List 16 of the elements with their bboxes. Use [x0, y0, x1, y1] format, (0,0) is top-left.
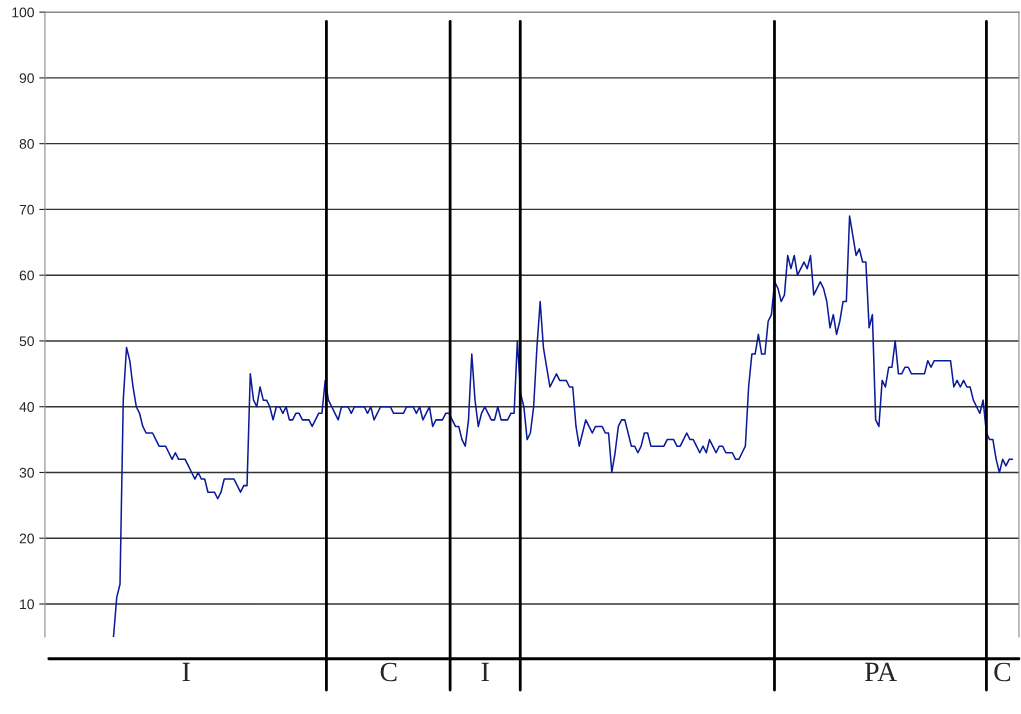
- y-tick-label: 100: [12, 7, 34, 18]
- text: C: [994, 662, 1011, 682]
- y-tick-label: 20: [19, 533, 34, 544]
- text: PA: [864, 662, 897, 682]
- line-series: [112, 215, 1014, 637]
- y-tick-label: 30: [19, 467, 34, 478]
- y-tick-label: 50: [19, 336, 34, 347]
- text: C: [380, 662, 397, 682]
- y-tick-label: 10: [20, 599, 34, 610]
- text: I: [481, 662, 489, 682]
- y-tick-label: 90: [19, 73, 34, 84]
- y-tick-label: 60: [19, 270, 34, 281]
- text: I: [182, 662, 190, 682]
- y-tick-label: 70: [19, 204, 34, 215]
- y-tick-label: 40: [19, 402, 34, 412]
- y-tick-label: 80: [19, 139, 34, 149]
